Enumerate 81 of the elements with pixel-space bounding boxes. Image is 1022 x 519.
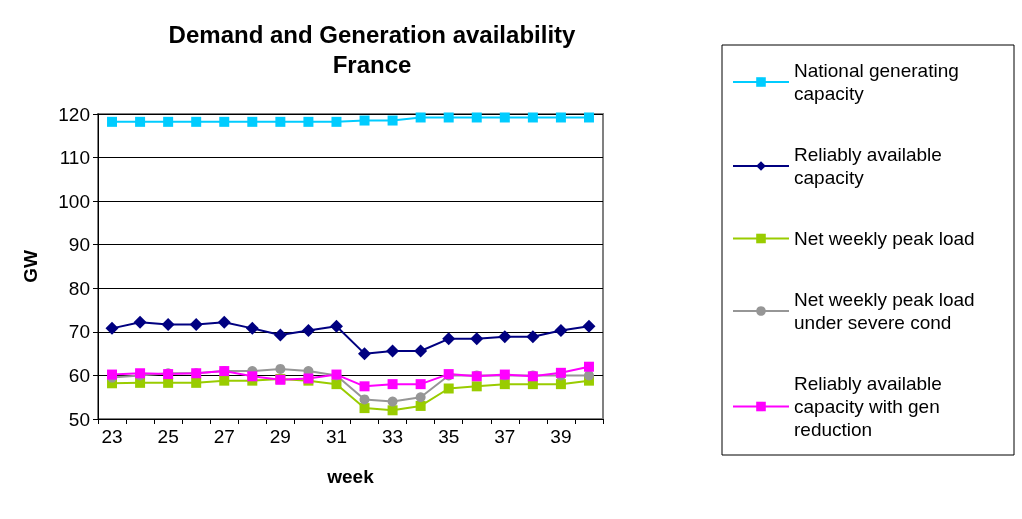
point: [555, 379, 566, 390]
x-axis-title: week: [326, 466, 375, 487]
point: [499, 379, 510, 390]
point: [247, 116, 258, 127]
point: [471, 381, 482, 392]
x-tick-label: 25: [157, 426, 179, 447]
point: [219, 116, 230, 127]
y-tick-label: 120: [58, 103, 90, 125]
x-tick-label: 33: [382, 426, 404, 447]
point: [217, 315, 231, 329]
point: [583, 112, 594, 123]
point: [498, 330, 512, 344]
point: [301, 324, 315, 338]
y-tick-label: 60: [68, 364, 90, 386]
point: [303, 116, 314, 127]
point: [107, 116, 118, 127]
point: [526, 330, 540, 344]
legend-label: Net weekly peak load under severe cond: [794, 289, 980, 333]
point: [359, 403, 370, 414]
point: [105, 321, 119, 335]
point: [331, 116, 342, 127]
point: [415, 379, 426, 390]
point: [331, 379, 342, 390]
point: [191, 377, 202, 388]
point: [415, 400, 426, 411]
point: [135, 116, 146, 127]
x-tick-label: 27: [213, 426, 235, 447]
point: [133, 315, 147, 329]
point: [359, 394, 370, 405]
x-tick-label: 23: [101, 426, 123, 447]
point: [527, 112, 538, 123]
y-tick-label: 90: [68, 234, 90, 256]
point: [387, 115, 398, 126]
y-tick-label: 110: [59, 147, 90, 169]
x-tick-label: 39: [550, 426, 572, 447]
point: [387, 396, 398, 407]
point: [163, 377, 174, 388]
point: [275, 363, 286, 374]
y-tick-label: 80: [68, 277, 90, 299]
point: [219, 375, 230, 386]
x-tick-label: 35: [438, 426, 460, 447]
point: [442, 332, 456, 346]
point: [582, 319, 596, 333]
point: [386, 344, 400, 358]
point: [499, 112, 510, 123]
legend-label: Net weekly peak load: [794, 228, 975, 249]
point: [245, 321, 259, 335]
point: [247, 371, 258, 382]
point: [329, 319, 343, 333]
x-tick-label: 29: [269, 426, 291, 447]
point: [189, 317, 203, 331]
point: [387, 405, 398, 416]
legend-label: Reliably available capacity with gen reduction: [794, 373, 948, 440]
point: [554, 324, 568, 338]
point: [555, 112, 566, 123]
chart-title: Demand and Generation availability France: [168, 20, 577, 78]
point: [387, 379, 398, 390]
point: [358, 347, 372, 361]
y-tick-label: 70: [68, 321, 90, 343]
point: [163, 116, 174, 127]
y-tick-label: 50: [68, 408, 90, 430]
point: [471, 112, 482, 123]
point: [161, 317, 175, 331]
y-axis-title: GW: [20, 250, 41, 283]
point: [275, 116, 286, 127]
point: [443, 112, 454, 123]
point: [415, 112, 426, 123]
x-tick-label: 31: [325, 426, 348, 447]
legend-label: National generating capacity: [794, 60, 965, 104]
point: [583, 361, 594, 372]
point: [443, 383, 454, 394]
x-tick-label: 37: [494, 426, 516, 447]
point: [470, 332, 484, 346]
legend-label: Reliably available capacity: [794, 144, 948, 188]
point: [415, 392, 426, 403]
point: [414, 344, 428, 358]
point: [273, 328, 287, 342]
point: [359, 381, 370, 392]
y-tick-label: 100: [58, 190, 90, 212]
point: [191, 116, 202, 127]
point: [359, 115, 370, 126]
